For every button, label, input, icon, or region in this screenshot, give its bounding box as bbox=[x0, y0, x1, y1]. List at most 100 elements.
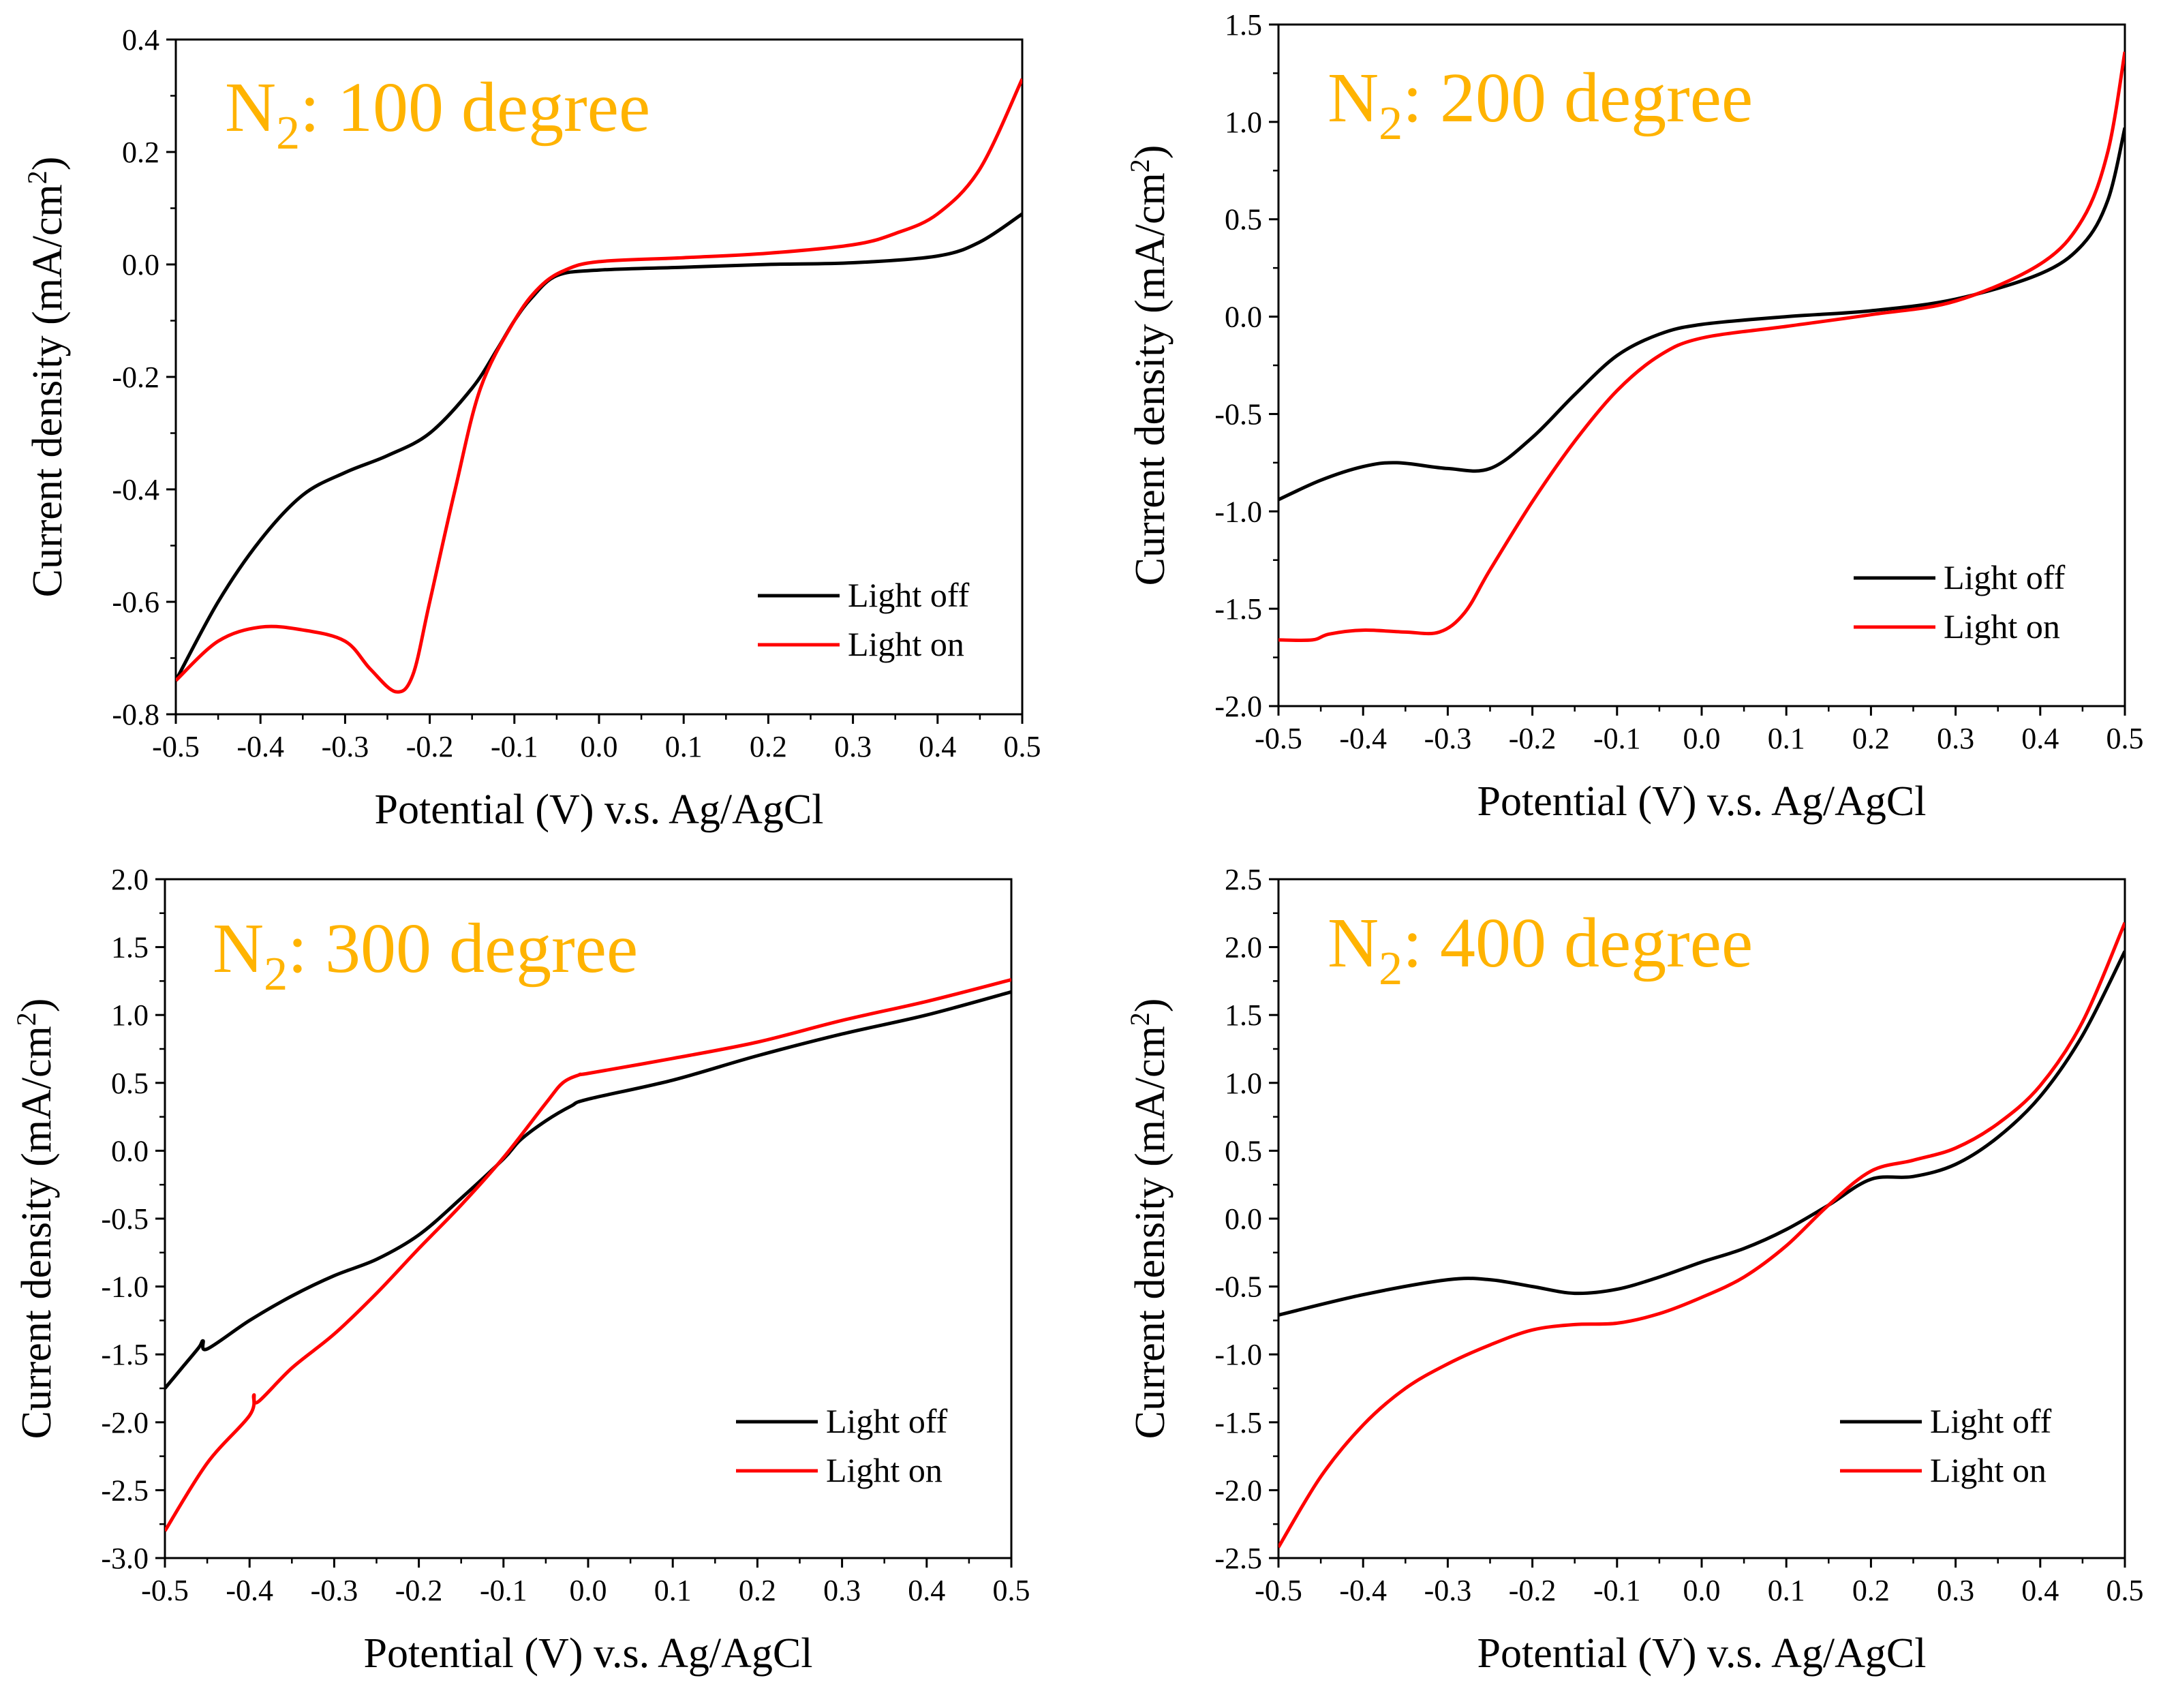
y-axis-label-superscript: 2 bbox=[11, 1012, 42, 1026]
y-tick-label: -1.0 bbox=[101, 1270, 149, 1304]
x-tick-label: 0.0 bbox=[581, 730, 618, 763]
x-tick-label: 0.5 bbox=[2106, 722, 2144, 755]
y-tick-label: 0.4 bbox=[122, 23, 159, 57]
x-tick-label: 0.5 bbox=[1004, 730, 1041, 763]
series-line-light-off bbox=[165, 990, 1011, 1390]
panel-title-rest: : 100 degree bbox=[300, 68, 650, 147]
y-tick-label: 0.0 bbox=[1225, 301, 1262, 334]
series-line-light-off bbox=[1278, 950, 2125, 1317]
series-line-light-on bbox=[1278, 51, 2125, 643]
x-tick-label: 0.1 bbox=[1768, 722, 1805, 755]
x-tick-label: -0.1 bbox=[480, 1574, 527, 1607]
panel-title-main: N bbox=[1328, 904, 1379, 982]
x-tick-label: 0.2 bbox=[1852, 722, 1890, 755]
x-tick-label: -0.1 bbox=[1593, 1574, 1641, 1607]
y-tick-label: 2.5 bbox=[1225, 863, 1262, 896]
y-axis-label-superscript: 2 bbox=[22, 170, 52, 184]
y-tick-label: -1.0 bbox=[1214, 1338, 1262, 1371]
x-tick-label: -0.5 bbox=[152, 730, 200, 763]
y-axis-label-superscript: 2 bbox=[1124, 1012, 1155, 1026]
y-tick-label: -1.5 bbox=[1214, 592, 1262, 626]
y-axis-label-main: Current density (mA/cm bbox=[1127, 1026, 1174, 1439]
legend-label: Light on bbox=[1944, 607, 2060, 645]
y-tick-label: 2.0 bbox=[111, 863, 149, 896]
x-tick-label: 0.3 bbox=[1937, 722, 1974, 755]
panel-title-main: N bbox=[1328, 59, 1379, 137]
x-axis-label: Potential (V) v.s. Ag/AgCl bbox=[1477, 778, 1926, 825]
panel-title-rest: : 200 degree bbox=[1403, 59, 1753, 137]
panel-title: N2: 200 degree bbox=[1328, 59, 1753, 150]
panel-title-main: N bbox=[225, 68, 276, 147]
x-tick-label: 0.1 bbox=[665, 730, 703, 763]
y-tick-label: 0.0 bbox=[122, 248, 159, 281]
y-axis-label-end: ) bbox=[1127, 998, 1174, 1013]
y-tick-label: 0.5 bbox=[1225, 1134, 1262, 1168]
panel-title: N2: 400 degree bbox=[1328, 904, 1753, 995]
panel-title-subscript: 2 bbox=[264, 948, 288, 1001]
x-tick-label: 0.1 bbox=[1768, 1574, 1805, 1607]
y-tick-label: 0.0 bbox=[111, 1134, 149, 1168]
y-tick-label: -0.6 bbox=[112, 585, 159, 619]
y-tick-label: 1.5 bbox=[111, 931, 149, 964]
x-tick-label: 0.5 bbox=[2106, 1574, 2144, 1607]
x-tick-label: -0.2 bbox=[395, 1574, 443, 1607]
y-tick-label: 1.0 bbox=[111, 998, 149, 1032]
x-tick-label: -0.5 bbox=[1255, 1574, 1302, 1607]
y-tick-label: 2.0 bbox=[1225, 931, 1262, 964]
y-tick-label: -3.0 bbox=[101, 1542, 149, 1575]
panel-100-degree: -0.5 -0.4 -0.3 -0.2 -0.1 0.0 0.1 0.2 0.3 0.4 0.5 -0… bbox=[22, 23, 1041, 833]
y-axis-label: Current density (mA/cm2) bbox=[22, 157, 71, 598]
y-axis-label: Current density (mA/cm2) bbox=[1124, 998, 1174, 1439]
x-tick-label: -0.1 bbox=[1593, 722, 1641, 755]
y-axis-label-main: Current density (mA/cm bbox=[14, 1026, 60, 1439]
x-tick-label: 0.3 bbox=[834, 730, 872, 763]
y-tick-label: -1.5 bbox=[101, 1338, 149, 1371]
panel-300-degree: -0.5 -0.4 -0.3 -0.2 -0.1 0.0 0.1 0.2 0.3 0.4 0.5 -3… bbox=[11, 863, 1030, 1677]
y-tick-label: 0.5 bbox=[111, 1067, 149, 1100]
x-tick-label: 0.2 bbox=[750, 730, 787, 763]
x-tick-label: -0.2 bbox=[1509, 1574, 1557, 1607]
x-axis-label: Potential (V) v.s. Ag/AgCl bbox=[363, 1630, 812, 1677]
y-tick-label: 1.5 bbox=[1225, 8, 1262, 42]
y-tick-label: 1.0 bbox=[1225, 1067, 1262, 1100]
x-tick-label: -0.4 bbox=[236, 730, 284, 763]
legend-label: Light off bbox=[1944, 558, 2066, 596]
x-tick-label: 0.4 bbox=[908, 1574, 945, 1607]
panel-title-rest: : 300 degree bbox=[288, 909, 638, 988]
y-tick-label: -1.0 bbox=[1214, 495, 1262, 528]
x-axis-label: Potential (V) v.s. Ag/AgCl bbox=[1477, 1630, 1926, 1677]
legend-label: Light on bbox=[848, 625, 964, 663]
y-tick-label: -2.5 bbox=[1214, 1542, 1262, 1575]
x-tick-label: 0.5 bbox=[993, 1574, 1030, 1607]
y-axis-label-end: ) bbox=[14, 998, 60, 1013]
y-tick-label: 0.2 bbox=[122, 136, 159, 169]
series-line-light-on bbox=[176, 78, 1022, 694]
y-axis-label-end: ) bbox=[25, 157, 71, 171]
y-tick-label: -0.8 bbox=[112, 698, 159, 731]
x-tick-label: 0.4 bbox=[2021, 722, 2059, 755]
panel-title: N2: 300 degree bbox=[213, 909, 638, 1001]
y-tick-label: 1.0 bbox=[1225, 106, 1262, 139]
x-tick-label: -0.3 bbox=[1424, 1574, 1472, 1607]
x-tick-label: 0.2 bbox=[739, 1574, 776, 1607]
y-tick-label: 1.5 bbox=[1225, 998, 1262, 1032]
y-axis-label-main: Current density (mA/cm bbox=[1127, 172, 1174, 585]
y-tick-label: -2.0 bbox=[1214, 1474, 1262, 1507]
legend-label: Light on bbox=[1930, 1451, 2047, 1489]
y-axis-label: Current density (mA/cm2) bbox=[11, 998, 60, 1439]
x-tick-label: 0.4 bbox=[2021, 1574, 2059, 1607]
y-tick-label: -0.5 bbox=[1214, 397, 1262, 431]
y-tick-label: 0.5 bbox=[1225, 203, 1262, 237]
x-tick-label: -0.5 bbox=[141, 1574, 189, 1607]
x-tick-label: -0.3 bbox=[311, 1574, 358, 1607]
series-line-light-off bbox=[1278, 127, 2125, 502]
x-tick-label: -0.3 bbox=[322, 730, 369, 763]
legend-label: Light off bbox=[848, 576, 970, 614]
panel-title-subscript: 2 bbox=[1379, 97, 1403, 150]
x-tick-label: -0.4 bbox=[1339, 722, 1387, 755]
series-line-light-on bbox=[165, 977, 1011, 1532]
y-axis-label-end: ) bbox=[1127, 145, 1174, 159]
x-tick-label: 0.3 bbox=[823, 1574, 861, 1607]
x-tick-label: -0.3 bbox=[1424, 722, 1472, 755]
y-axis-label-main: Current density (mA/cm bbox=[25, 184, 71, 597]
